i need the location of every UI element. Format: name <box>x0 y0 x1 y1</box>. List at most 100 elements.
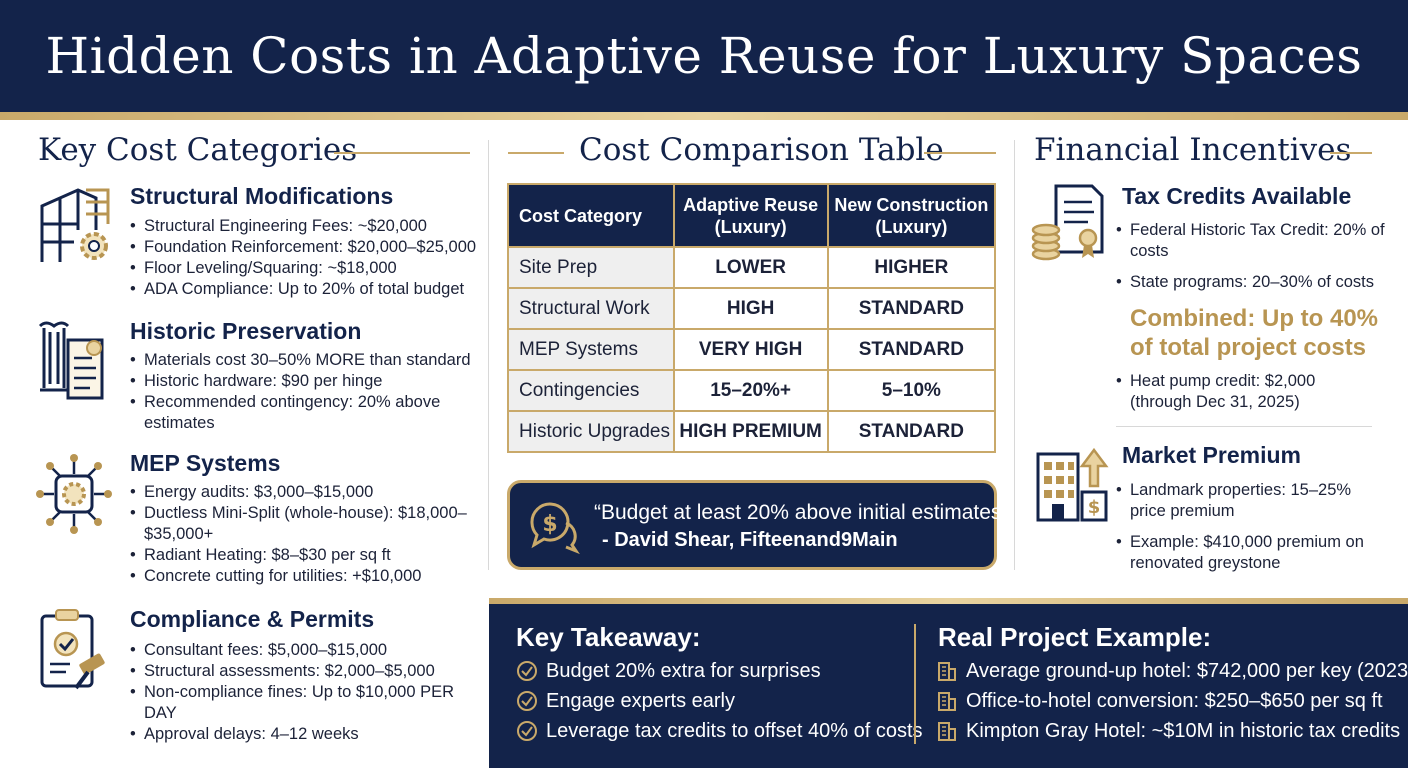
column-scroll-icon <box>38 321 104 400</box>
list-item: Average ground-up hotel: $742,000 per ke… <box>936 656 1408 686</box>
quote-text: “Budget at least 20% above initial estim… <box>594 501 1009 524</box>
list-item: Landmark properties: 15–25% price premiu… <box>1116 480 1376 522</box>
table-row: Historic Upgrades HIGH PREMIUM STANDARD <box>507 410 997 453</box>
table-row: MEP Systems VERY HIGH STANDARD <box>507 328 997 371</box>
example-list: Average ground-up hotel: $742,000 per ke… <box>936 656 1408 746</box>
table-cell: Site Prep <box>507 246 675 289</box>
real-project-example-title: Real Project Example: <box>938 622 1212 652</box>
combined-incentive-highlight: Combined: Up to 40% of total project cos… <box>1130 304 1378 362</box>
title-rule <box>924 152 996 154</box>
category-title-compliance: Compliance & Permits <box>130 606 375 632</box>
example-text: Kimpton Gray Hotel: ~$10M in historic ta… <box>966 719 1401 742</box>
list-item: Engage experts early <box>516 686 923 716</box>
table-cell: LOWER <box>672 246 829 289</box>
building-arrow-icon: $ <box>1036 447 1109 522</box>
quote-box: $ “Budget at least 20% above initial est… <box>507 480 1008 570</box>
list-item: Federal Historic Tax Credit: 20% of cost… <box>1116 220 1386 262</box>
market-premium-list: Landmark properties: 15–25% price premiu… <box>1116 480 1376 574</box>
table-row: Contingencies 15–20%+ 5–10% <box>507 369 997 412</box>
bottom-gold-bar <box>489 598 1408 604</box>
title-rule <box>1330 152 1372 154</box>
section-divider <box>1116 426 1372 427</box>
takeaway-list: Budget 20% extra for surprises Engage ex… <box>516 656 923 746</box>
column-header: Adaptive Reuse (Luxury) <box>672 183 829 248</box>
svg-text:$: $ <box>1088 497 1101 518</box>
list-item: Radiant Heating: $8–$30 per sq ft <box>130 545 480 566</box>
combined-line: Combined: Up to 40% <box>1130 305 1379 332</box>
financial-incentives-title: Financial Incentives <box>1034 132 1352 168</box>
takeaway-text: Engage experts early <box>546 689 736 712</box>
heat-pump-list: Heat pump credit: $2,000 (through Dec 31… <box>1116 371 1346 413</box>
list-item: Materials cost 30–50% MORE than standard <box>130 350 480 371</box>
list-item: Heat pump credit: $2,000 (through Dec 31… <box>1116 371 1346 413</box>
example-text: Average ground-up hotel: $742,000 per ke… <box>966 659 1408 682</box>
key-takeaway-title: Key Takeaway: <box>516 622 701 652</box>
title-rule <box>334 152 470 154</box>
list-item: Example: $410,000 premium on renovated g… <box>1116 532 1376 574</box>
table-cell: HIGHER <box>826 246 997 289</box>
category-title-structural: Structural Modifications <box>130 183 394 209</box>
table-cell: HIGH <box>672 287 829 330</box>
list-item: ADA Compliance: Up to 20% of total budge… <box>130 279 480 300</box>
list-item: Floor Leveling/Squaring: ~$18,000 <box>130 258 480 279</box>
list-item: State programs: 20–30% of costs <box>1116 272 1386 293</box>
check-circle-icon <box>517 691 537 711</box>
svg-text:$: $ <box>542 512 557 537</box>
column-header: New Construction (Luxury) <box>826 183 997 248</box>
table-header-row: Cost Category Adaptive Reuse (Luxury) Ne… <box>507 183 997 248</box>
table-cell: MEP Systems <box>507 328 675 371</box>
column-divider <box>1014 140 1015 570</box>
cost-comparison-table: Cost Category Adaptive Reuse (Luxury) Ne… <box>507 183 997 453</box>
list-item: Foundation Reinforcement: $20,000–$25,00… <box>130 237 480 258</box>
table-cell: 15–20%+ <box>672 369 829 412</box>
table-cell: Contingencies <box>507 369 675 412</box>
table-cell: STANDARD <box>826 410 997 453</box>
title-rule <box>508 152 564 154</box>
market-premium-title: Market Premium <box>1122 442 1301 468</box>
structural-list: Structural Engineering Fees: ~$20,000 Fo… <box>130 216 480 300</box>
list-item: Historic hardware: $90 per hinge <box>130 371 480 392</box>
table-row: Structural Work HIGH STANDARD <box>507 287 997 330</box>
takeaway-text: Leverage tax credits to offset 40% of co… <box>546 719 923 742</box>
table-row: Site Prep LOWER HIGHER <box>507 246 997 289</box>
takeaway-text: Budget 20% extra for surprises <box>546 659 821 682</box>
table-cell: VERY HIGH <box>672 328 829 371</box>
check-circle-icon <box>517 661 537 681</box>
list-item: Approval delays: 4–12 weeks <box>130 724 480 745</box>
page-title: Hidden Costs in Adaptive Reuse for Luxur… <box>45 27 1363 85</box>
header-gold-bar <box>0 112 1408 120</box>
list-item: Ductless Mini-Split (whole-house): $18,0… <box>130 503 480 545</box>
list-item: Kimpton Gray Hotel: ~$10M in historic ta… <box>936 716 1408 746</box>
compliance-list: Consultant fees: $5,000–$15,000 Structur… <box>130 640 480 745</box>
building-icon <box>938 722 956 741</box>
example-text: Office-to-hotel conversion: $250–$650 pe… <box>966 689 1383 712</box>
cost-comparison-title: Cost Comparison Table <box>579 132 944 168</box>
table-cell: HIGH PREMIUM <box>672 410 829 453</box>
list-item: Leverage tax credits to offset 40% of co… <box>516 716 923 746</box>
circuit-gear-icon <box>36 454 112 534</box>
combined-line: of total project costs <box>1130 334 1367 361</box>
category-title-mep: MEP Systems <box>130 450 281 476</box>
column-divider <box>488 140 489 570</box>
list-item: Energy audits: $3,000–$15,000 <box>130 482 480 503</box>
table-cell: Historic Upgrades <box>507 410 675 453</box>
list-item: Structural assessments: $2,000–$5,000 <box>130 661 480 682</box>
list-item: Recommended contingency: 20% above estim… <box>130 392 480 434</box>
category-title-historic: Historic Preservation <box>130 318 362 344</box>
bottom-divider <box>914 624 916 744</box>
historic-list: Materials cost 30–50% MORE than standard… <box>130 350 480 434</box>
speech-dollar-icon: $ <box>530 502 580 555</box>
tax-credits-list: Federal Historic Tax Credit: 20% of cost… <box>1116 220 1386 293</box>
clipboard-gavel-icon <box>40 609 105 690</box>
tax-credits-title: Tax Credits Available <box>1122 183 1352 209</box>
quote-author: - David Shear, Fifteenand9Main <box>602 529 898 551</box>
coins-certificate-icon <box>1031 184 1104 261</box>
building-icon <box>938 662 956 681</box>
table-cell: STANDARD <box>826 287 997 330</box>
table-cell: Structural Work <box>507 287 675 330</box>
building-gear-icon <box>40 188 110 262</box>
list-item: Consultant fees: $5,000–$15,000 <box>130 640 480 661</box>
list-item: Budget 20% extra for surprises <box>516 656 923 686</box>
mep-list: Energy audits: $3,000–$15,000 Ductless M… <box>130 482 480 587</box>
list-item: Non-compliance fines: Up to $10,000 PER … <box>130 682 480 724</box>
